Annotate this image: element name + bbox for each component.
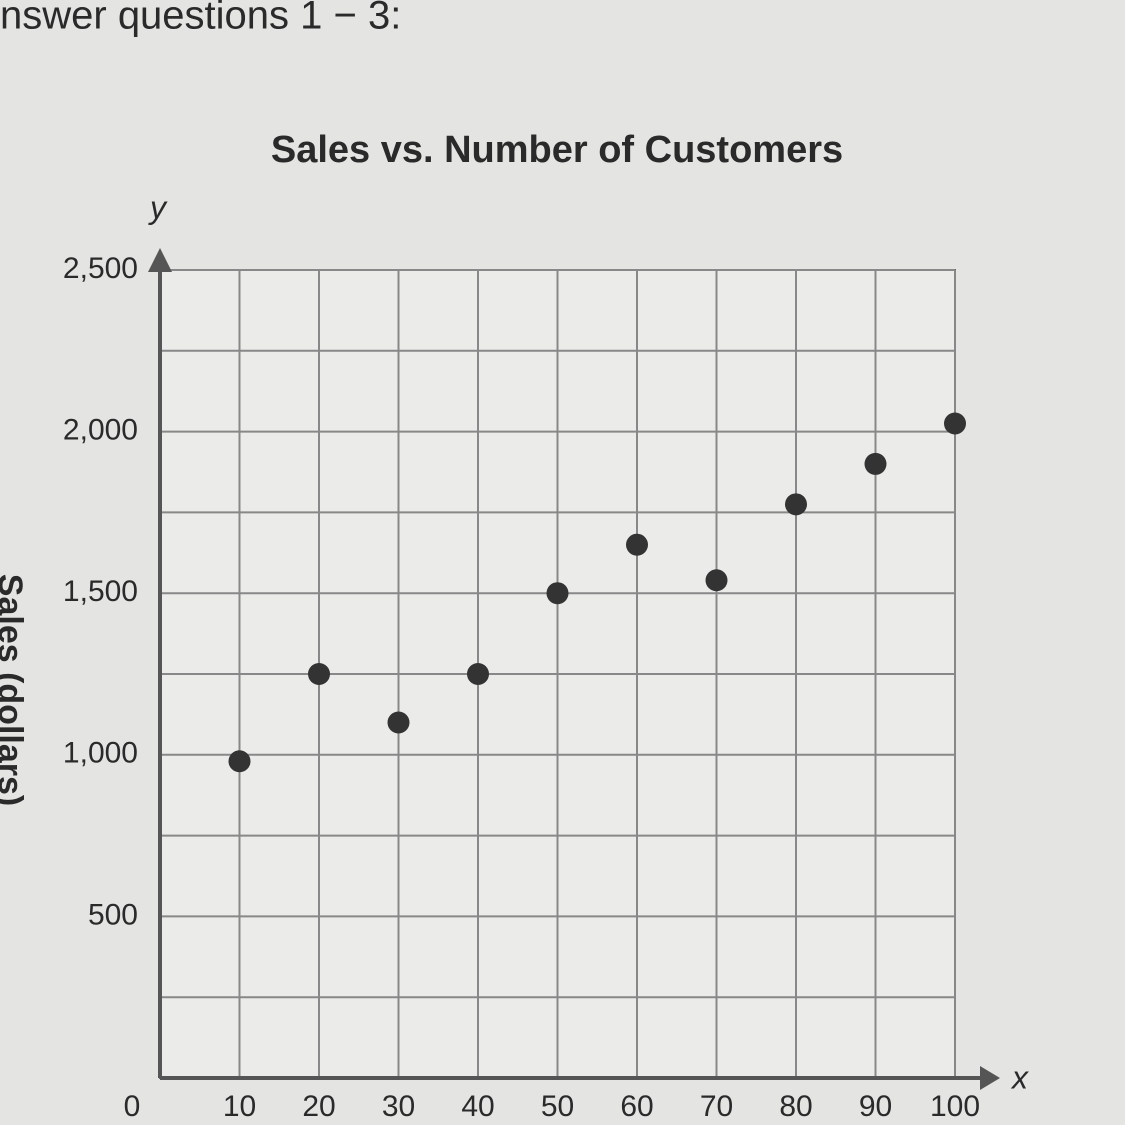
x-axis-label: x [1010,1059,1029,1095]
header-text: nswer questions 1 − 3: [0,0,401,38]
x-tick-label: 70 [700,1090,733,1123]
y-tick-label: 2,500 [63,252,138,285]
data-point [944,412,966,435]
x-tick-label: 60 [620,1090,653,1123]
x-tick-label: 30 [382,1090,415,1123]
data-point [308,663,330,685]
x-tick-label: 40 [461,1090,494,1123]
data-point [626,533,648,556]
y-tick-label: 1,000 [63,737,138,770]
y-arrow [148,248,172,272]
y-axis-title: Sales (dollars) [0,574,29,806]
data-point [387,711,410,734]
y-axis-label: y [148,189,168,225]
x-tick-label: 0 [124,1090,141,1123]
y-tick-label: 2,000 [63,414,138,447]
data-point [705,569,728,592]
x-tick-label: 20 [302,1090,335,1123]
data-point [467,663,489,685]
data-point [228,750,251,773]
x-tick-label: 50 [541,1090,574,1123]
y-tick-label: 500 [88,898,138,931]
x-tick-label: 100 [930,1090,980,1123]
y-tick-label: 1,500 [63,575,138,608]
chart-title: Sales vs. Number of Customers [271,129,843,171]
x-tick-label: 90 [859,1090,892,1123]
data-point [785,493,807,516]
data-point [864,452,887,475]
x-tick-label: 10 [223,1090,256,1123]
data-point [546,582,569,605]
x-arrow [980,1066,1000,1090]
x-tick-label: 80 [779,1090,812,1123]
